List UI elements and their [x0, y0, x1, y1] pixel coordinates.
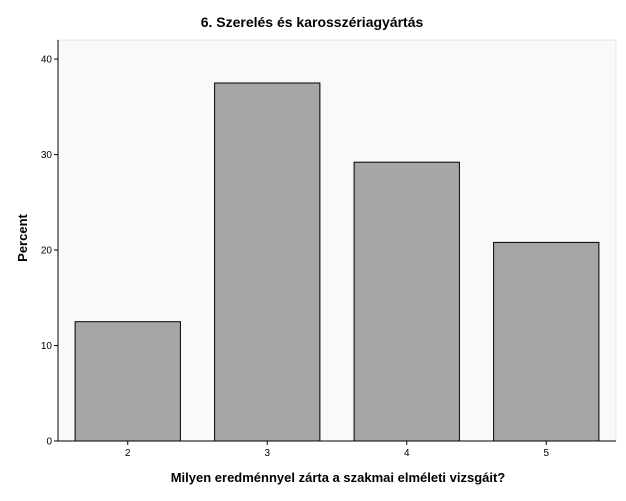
y-tick-label-0: 0	[46, 437, 52, 448]
bar-3	[214, 82, 321, 442]
bar-5	[493, 241, 600, 442]
bar-2	[74, 321, 181, 442]
axes-layer	[57, 40, 616, 442]
y-tick-label-10: 10	[41, 341, 53, 352]
x-tick-label-5: 5	[543, 448, 549, 459]
x-tick-label-3: 3	[264, 448, 270, 459]
y-tick-label-20: 20	[41, 246, 53, 257]
y-tick-label-40: 40	[41, 55, 53, 66]
y-ticks-layer: 0 10 20 30 40	[41, 55, 58, 448]
chart-title: 6. Szerelés és karosszériagyártás	[201, 14, 424, 30]
x-ticks-layer: 2 3 4 5	[125, 441, 549, 459]
y-tick-label-30: 30	[41, 150, 53, 161]
x-tick-label-4: 4	[404, 448, 410, 459]
x-tick-label-2: 2	[125, 448, 131, 459]
y-axis-label: Percent	[15, 213, 30, 261]
bar-4	[353, 161, 460, 442]
x-axis-label: Milyen eredménnyel zárta a szakmai elmél…	[171, 470, 506, 485]
bars-layer	[74, 82, 600, 442]
